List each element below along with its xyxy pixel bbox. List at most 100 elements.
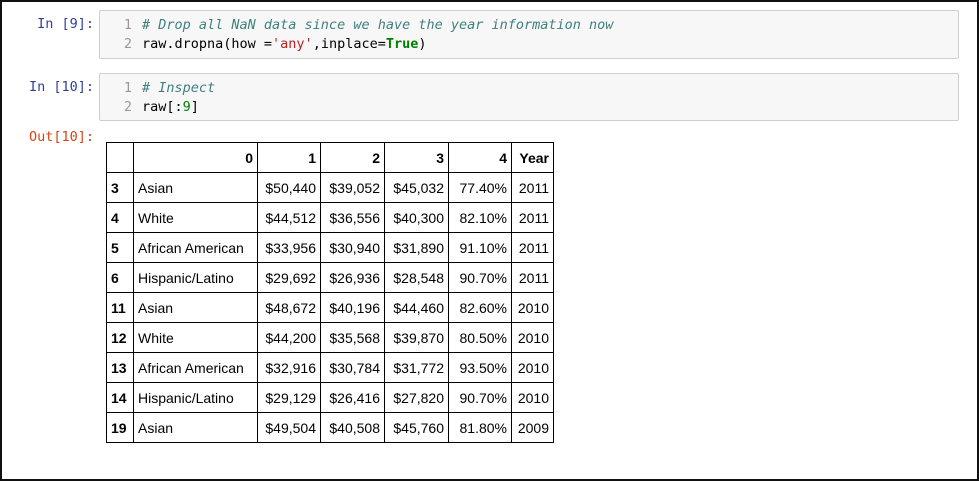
table-cell: 2010 [511, 352, 554, 383]
table-cell: $50,440 [257, 172, 321, 203]
table-row: 11 Asian $48,672 $40,196 $44,460 82.60% 2010 [106, 292, 554, 323]
row-index: 5 [106, 232, 134, 263]
table-cell: Asian [133, 292, 258, 323]
output-prompt: Out[10]: [28, 129, 94, 145]
table-cell: Asian [133, 412, 258, 443]
column-header: 1 [257, 142, 321, 173]
table-cell: $30,940 [320, 232, 385, 263]
table-cell: $45,032 [384, 172, 449, 203]
table-cell: $40,196 [320, 292, 385, 323]
table-cell: $44,200 [257, 322, 321, 353]
code-token: ,inplace= [312, 36, 386, 52]
line-number: 2 [123, 99, 132, 115]
code-text: # Drop all NaN data since we have the ye… [142, 16, 613, 35]
row-index: 19 [106, 412, 134, 443]
row-index: 13 [106, 352, 134, 383]
code-token: True [385, 36, 419, 52]
index-header [106, 142, 134, 173]
table-cell: 80.50% [448, 322, 512, 353]
table-row: 4 White $44,512 $36,556 $40,300 82.10% 2011 [106, 202, 554, 233]
table-cell: 91.10% [448, 232, 512, 263]
table-cell: $32,916 [257, 352, 321, 383]
table-cell: $44,512 [257, 202, 321, 233]
code-token: 9 [182, 99, 191, 115]
line-number: 2 [123, 36, 132, 52]
table-row: 3 Asian $50,440 $39,052 $45,032 77.40% 2011 [106, 172, 554, 203]
table-cell: 2010 [511, 292, 554, 323]
column-header: 2 [320, 142, 385, 173]
table-cell: 82.10% [448, 202, 512, 233]
table-row: 5 African American $33,956 $30,940 $31,890 91… [106, 232, 554, 263]
table-cell: 90.70% [448, 382, 512, 413]
line-number: 1 [123, 17, 132, 33]
code-token: raw[: [142, 99, 183, 115]
row-index: 6 [106, 262, 134, 293]
table-cell: $35,568 [320, 322, 385, 353]
code-text: raw[:9] [142, 98, 199, 117]
header-row: 0 1 2 3 4 Year [106, 142, 554, 173]
code-line: 1 # Drop all NaN data since we have the y… [100, 16, 958, 35]
code-token: 'any' [272, 36, 313, 52]
code-token: # Drop all NaN data since we have the ye… [142, 17, 614, 33]
row-index: 11 [106, 292, 134, 323]
column-header: 3 [384, 142, 449, 173]
table-cell: White [133, 322, 258, 353]
code-text: raw.dropna(how ='any',inplace=True) [142, 35, 427, 54]
table-cell: 2011 [511, 202, 554, 233]
table-cell: 2010 [511, 382, 554, 413]
code-token: raw.dropna(how = [142, 36, 273, 52]
table-row: 12 White $44,200 $35,568 $39,870 80.50% 2010 [106, 322, 554, 353]
code-cell[interactable]: 1 # Drop all NaN data since we have the y… [99, 10, 959, 59]
table-cell: 81.80% [448, 412, 512, 443]
code-lines: 1 # Inspect 2 raw[:9] [100, 79, 958, 117]
table-cell: $31,890 [384, 232, 449, 263]
code-token: ) [418, 36, 427, 52]
table-cell: 90.70% [448, 262, 512, 293]
table-cell: $26,936 [320, 262, 385, 293]
column-header: 0 [133, 142, 258, 173]
table-cell: 82.60% [448, 292, 512, 323]
table-cell: Hispanic/Latino [133, 382, 258, 413]
table-cell: $49,504 [257, 412, 321, 443]
column-header: 4 [448, 142, 512, 173]
code-text: # Inspect [142, 79, 215, 98]
table-cell: $31,772 [384, 352, 449, 383]
table-cell: $40,300 [384, 202, 449, 233]
table-cell: 77.40% [448, 172, 512, 203]
row-index: 12 [106, 322, 134, 353]
table-cell: $27,820 [384, 382, 449, 413]
code-line: 2 raw.dropna(how ='any',inplace=True) [100, 35, 958, 54]
row-index: 14 [106, 382, 134, 413]
table-cell: $44,460 [384, 292, 449, 323]
table-cell: 2011 [511, 172, 554, 203]
code-cell[interactable]: 1 # Inspect 2 raw[:9] [99, 73, 959, 121]
table-cell: $40,508 [320, 412, 385, 443]
table-row: 6 Hispanic/Latino $29,692 $26,936 $28,548 90.… [106, 262, 554, 293]
table-cell: $29,129 [257, 382, 321, 413]
table-cell: $29,692 [257, 262, 321, 293]
table-cell: $48,672 [257, 292, 321, 323]
table-cell: 2011 [511, 262, 554, 293]
table-cell: 93.50% [448, 352, 512, 383]
table-cell: $39,052 [320, 172, 385, 203]
code-line: 2 raw[:9] [100, 98, 958, 117]
code-token: ] [190, 99, 199, 115]
input-prompt: In [9]: [37, 16, 94, 32]
table-cell: $45,760 [384, 412, 449, 443]
table-cell: 2010 [511, 322, 554, 353]
table-row: 13 African American $32,916 $30,784 $31,772 9… [106, 352, 554, 383]
input-prompt: In [10]: [28, 79, 94, 95]
column-header: Year [511, 142, 554, 173]
table-cell: Asian [133, 172, 258, 203]
table-cell: $39,870 [384, 322, 449, 353]
table-row: 19 Asian $49,504 $40,508 $45,760 81.80% 2009 [106, 412, 554, 443]
table-cell: $33,956 [257, 232, 321, 263]
table-cell: $30,784 [320, 352, 385, 383]
table-cell: African American [133, 352, 258, 383]
table-cell: 2011 [511, 232, 554, 263]
row-index: 4 [106, 202, 134, 233]
code-lines: 1 # Drop all NaN data since we have the y… [100, 16, 958, 54]
table-cell: $36,556 [320, 202, 385, 233]
table-cell: 2009 [511, 412, 554, 443]
